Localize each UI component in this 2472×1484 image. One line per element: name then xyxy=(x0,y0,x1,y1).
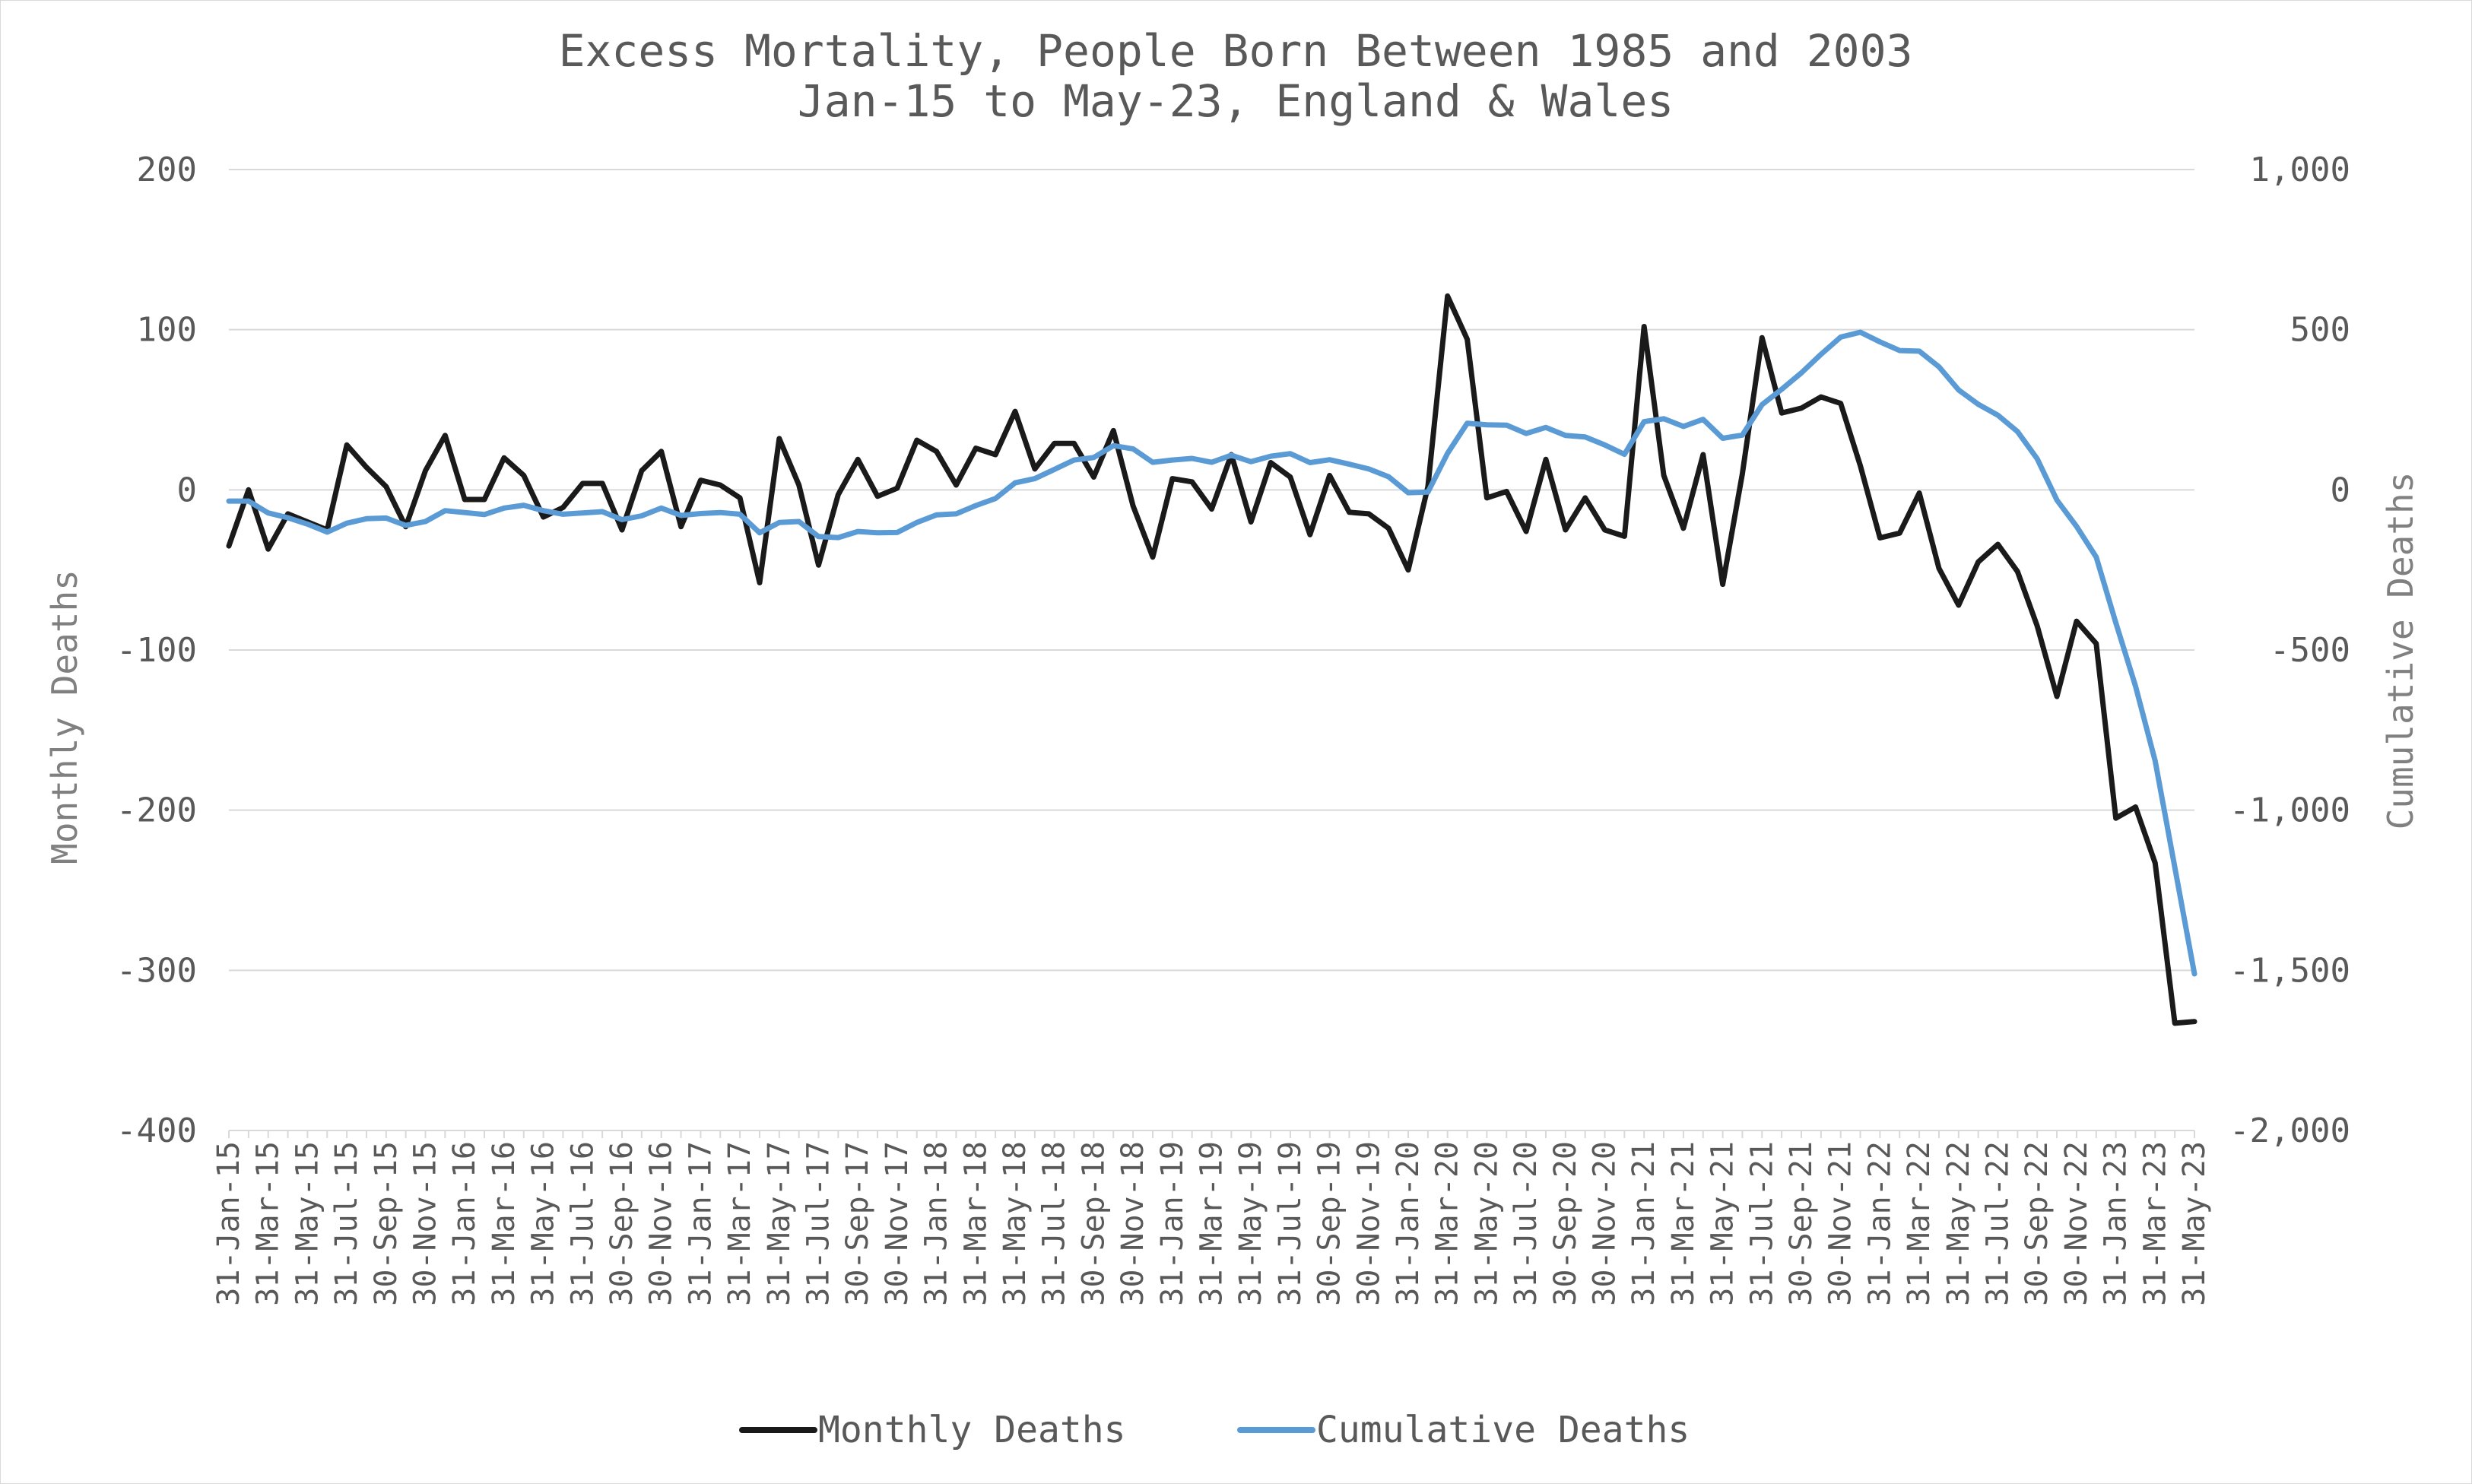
x-tick-label: 31-Jan-21 xyxy=(1626,1141,1661,1306)
x-tick-label: 31-Jan-16 xyxy=(447,1141,482,1306)
x-tick-label: 31-Jan-20 xyxy=(1391,1141,1426,1306)
x-tick-label: 30-Sep-15 xyxy=(369,1141,404,1306)
y-right-tick-label: -1,000 xyxy=(2229,791,2350,830)
right-axis-ticks: 1,000 500 0 -500 -1,000 -1,500 -2,000 xyxy=(2229,151,2350,1150)
chart-subtitle: Jan-15 to May-23, England & Wales xyxy=(798,75,1674,127)
y-right-tick-label: 500 xyxy=(2290,311,2350,350)
x-tick-label: 30-Sep-17 xyxy=(840,1141,875,1306)
x-tick-label: 30-Sep-18 xyxy=(1076,1141,1111,1306)
cumulative-deaths-line xyxy=(226,329,2198,977)
x-tick-label: 31-Mar-18 xyxy=(958,1141,993,1306)
x-tick-label: 31-May-23 xyxy=(2177,1141,2212,1306)
x-tick-label: 31-Mar-15 xyxy=(251,1141,286,1306)
y-left-tick-label: -100 xyxy=(116,631,197,670)
x-tick-label: 31-Mar-23 xyxy=(2137,1141,2172,1306)
x-tick-label: 31-May-20 xyxy=(1469,1141,1504,1306)
x-tick-label: 31-Mar-16 xyxy=(487,1141,522,1306)
left-axis-ticks: 200 100 0 -100 -200 -300 -400 xyxy=(116,151,197,1150)
series-lines xyxy=(226,293,2198,1026)
x-tick-label: 30-Nov-21 xyxy=(1823,1141,1858,1306)
x-tick-label: 31-Jan-19 xyxy=(1155,1141,1190,1306)
x-tick-label: 30-Nov-20 xyxy=(1588,1141,1623,1306)
x-tick-label: 31-Mar-17 xyxy=(722,1141,757,1306)
x-tick-label: 31-Jan-23 xyxy=(2099,1141,2134,1306)
x-tick-label: 31-Jul-19 xyxy=(1273,1141,1308,1306)
y-right-tick-label: 0 xyxy=(2331,471,2351,509)
x-tick-label: 31-Jan-17 xyxy=(683,1141,718,1306)
x-tick-label: 31-Jan-22 xyxy=(1862,1141,1897,1306)
x-tick-label: 31-May-18 xyxy=(998,1141,1033,1306)
y-right-tick-label: -500 xyxy=(2270,631,2350,670)
x-tick-label: 31-Mar-20 xyxy=(1430,1141,1465,1306)
y-left-tick-label: -400 xyxy=(116,1111,197,1150)
x-tick-label: 31-Jul-22 xyxy=(1981,1141,2016,1306)
x-tick-label: 31-May-16 xyxy=(526,1141,561,1306)
y-left-tick-label: -200 xyxy=(116,791,197,830)
x-tick-label: 30-Nov-17 xyxy=(880,1141,915,1306)
x-tick-label: 31-Jul-17 xyxy=(801,1141,836,1306)
x-tick-label: 31-May-17 xyxy=(762,1141,797,1306)
y-left-tick-label: 200 xyxy=(137,151,197,189)
x-tick-label: 31-Mar-22 xyxy=(1902,1141,1937,1306)
y-right-tick-label: -2,000 xyxy=(2229,1111,2350,1150)
legend: Monthly Deaths Cumulative Deaths xyxy=(739,1409,1690,1451)
x-tick-label: 31-May-21 xyxy=(1706,1141,1741,1306)
y-right-tick-label: 1,000 xyxy=(2250,151,2350,189)
x-tick-label: 31-Jan-15 xyxy=(211,1141,246,1306)
x-tick-label: 30-Nov-18 xyxy=(1115,1141,1150,1306)
x-tick-label: 31-Jul-18 xyxy=(1037,1141,1072,1306)
y-left-tick-label: 0 xyxy=(177,471,198,509)
chart-title: Excess Mortality, People Born Between 19… xyxy=(559,25,1913,77)
gridlines xyxy=(229,169,2194,1131)
x-tick-label: 30-Sep-19 xyxy=(1312,1141,1347,1306)
x-tick-label: 31-May-15 xyxy=(290,1141,325,1306)
x-tick-label: 30-Nov-16 xyxy=(644,1141,679,1306)
x-tick-label: 31-May-22 xyxy=(1941,1141,1976,1306)
monthly-deaths-line xyxy=(226,293,2198,1026)
left-axis-title: Monthly Deaths xyxy=(44,569,85,864)
x-tick-label: 30-Sep-20 xyxy=(1548,1141,1583,1306)
x-tick-label: 31-Jul-16 xyxy=(565,1141,600,1306)
x-axis-ticks: 31-Jan-15 31-Mar-15 31-May-15 31-Jul-15 30-S… xyxy=(211,1130,2212,1306)
x-tick-label: 30-Nov-19 xyxy=(1351,1141,1386,1306)
x-tick-label: 31-Mar-19 xyxy=(1195,1141,1230,1306)
x-tick-label: 30-Sep-22 xyxy=(2020,1141,2055,1306)
y-left-tick-label: -300 xyxy=(116,951,197,990)
y-right-tick-label: -1,500 xyxy=(2229,951,2350,990)
x-tick-label: 31-Jan-18 xyxy=(919,1141,954,1306)
x-tick-label: 31-Jul-20 xyxy=(1509,1141,1544,1306)
x-tick-label: 30-Sep-16 xyxy=(605,1141,639,1306)
x-tick-label: 31-Mar-21 xyxy=(1666,1141,1701,1306)
x-tick-label: 30-Nov-22 xyxy=(2059,1141,2094,1306)
legend-label: Cumulative Deaths xyxy=(1316,1409,1690,1451)
x-tick-label: 31-Jul-21 xyxy=(1744,1141,1779,1306)
legend-label: Monthly Deaths xyxy=(818,1409,1126,1451)
x-tick-label: 31-May-19 xyxy=(1233,1141,1268,1306)
x-tick-label: 30-Nov-15 xyxy=(408,1141,443,1306)
x-tick-label: 30-Sep-21 xyxy=(1784,1141,1819,1306)
y-left-tick-label: 100 xyxy=(137,311,197,350)
right-axis-title: Cumulative Deaths xyxy=(2380,472,2421,830)
x-tick-label: 31-Jul-15 xyxy=(329,1141,364,1306)
